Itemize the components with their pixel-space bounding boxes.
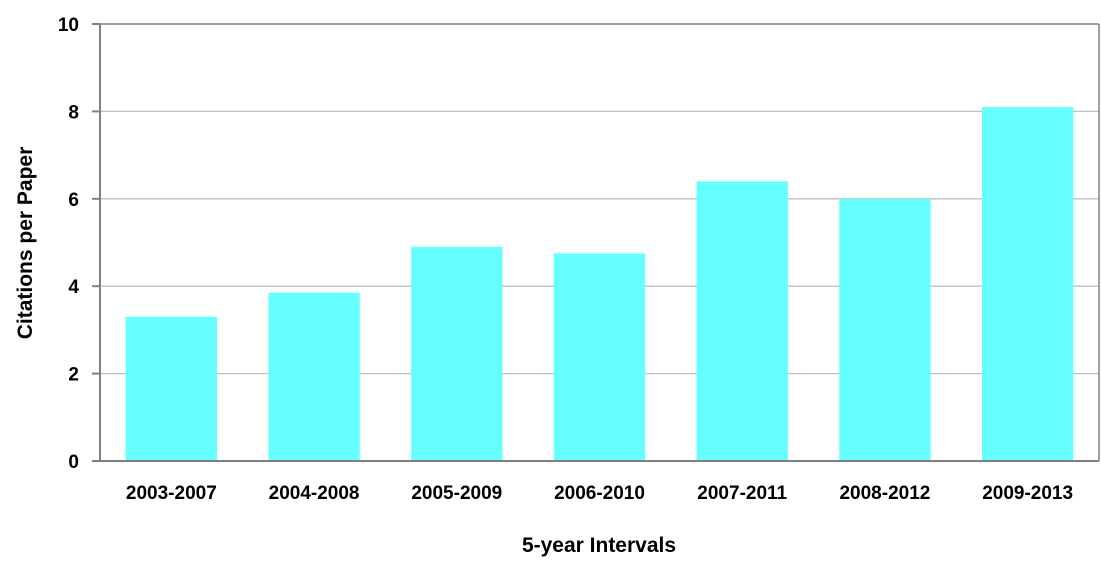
bar xyxy=(411,246,503,461)
bar xyxy=(981,107,1074,461)
y-tick-label: 6 xyxy=(68,190,79,211)
y-tick-label: 10 xyxy=(58,15,79,36)
x-axis-title: 5-year Intervals xyxy=(522,534,676,557)
y-tick-label: 2 xyxy=(68,365,79,386)
bar xyxy=(553,253,646,461)
y-tick-label: 4 xyxy=(68,277,79,298)
x-category-label: 2006-2010 xyxy=(554,483,645,504)
bar xyxy=(696,181,788,461)
y-tick-labels: 0 2 4 6 8 10 xyxy=(58,15,80,473)
bar xyxy=(125,316,218,461)
x-category-label: 2004-2008 xyxy=(269,483,360,504)
x-category-label: 2007-2011 xyxy=(697,483,787,504)
bar xyxy=(839,198,931,462)
x-category-label: 2008-2012 xyxy=(839,483,930,504)
y-tick-label: 8 xyxy=(68,102,79,123)
bars xyxy=(125,107,1074,462)
x-category-label: 2009-2013 xyxy=(982,483,1073,504)
x-category-labels: 2003-2007 2004-2008 2005-2009 2006-2010 2007… xyxy=(126,483,1073,504)
bar xyxy=(268,292,360,461)
x-category-label: 2005-2009 xyxy=(411,483,502,504)
axes xyxy=(92,23,1100,462)
y-tick-label: 0 xyxy=(68,452,79,473)
x-category-label: 2003-2007 xyxy=(126,483,217,504)
y-axis-title: Citations per Paper xyxy=(14,147,37,340)
